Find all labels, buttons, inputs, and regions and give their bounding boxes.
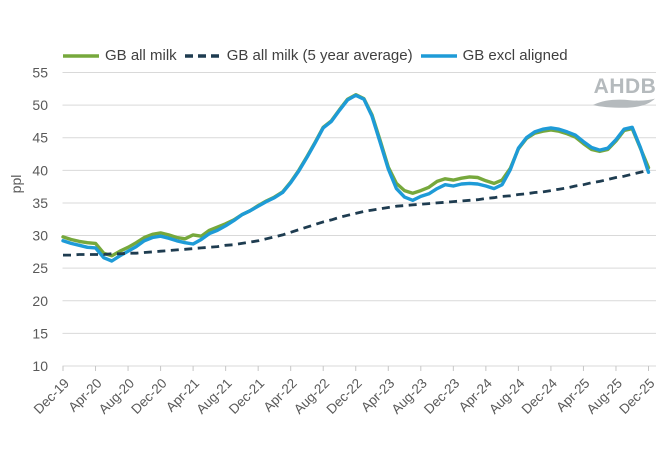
y-tick-label: 10 bbox=[32, 358, 48, 374]
chart-legend: GB all milk GB all milk (5 year average) G… bbox=[62, 47, 568, 64]
x-tick-label: Dec-20 bbox=[128, 376, 169, 417]
y-tick-label: 25 bbox=[32, 260, 48, 276]
y-tick-label: 30 bbox=[32, 228, 48, 244]
y-tick-label: 35 bbox=[32, 195, 48, 211]
legend-swatch-gb-all-milk bbox=[63, 53, 99, 58]
series-line-gb-all-milk bbox=[61, 92, 651, 258]
y-axis-title: ppl bbox=[8, 174, 24, 194]
ahdb-logo-swoosh-icon bbox=[593, 98, 655, 108]
x-tick-label: Aug-23 bbox=[389, 376, 430, 417]
x-tick-label: Dec-25 bbox=[616, 376, 657, 417]
x-tick-label: Dec-19 bbox=[31, 376, 72, 417]
x-tick-label: Aug-25 bbox=[584, 376, 625, 417]
x-tick-label: Aug-20 bbox=[96, 376, 137, 417]
x-tick-label: Dec-23 bbox=[421, 376, 462, 417]
ahdb-logo-text: AHDB bbox=[593, 75, 657, 98]
x-tick-label: Dec-22 bbox=[323, 376, 364, 417]
series-line-gb-all-milk-5-year-average bbox=[63, 168, 649, 257]
x-tick-label: Aug-21 bbox=[193, 376, 234, 417]
y-tick-label: 45 bbox=[32, 130, 48, 146]
legend-label: GB all milk bbox=[105, 47, 177, 64]
legend-item-gb-all-milk: GB all milk bbox=[62, 47, 177, 64]
x-tick-label: Dec-21 bbox=[226, 376, 267, 417]
x-tick-label: Dec-24 bbox=[519, 375, 561, 417]
legend-label: GB all milk (5 year average) bbox=[226, 47, 413, 64]
legend-item-gb-excl-aligned: GB excl aligned bbox=[420, 47, 568, 64]
ahdb-watermark: AHDB bbox=[592, 76, 658, 109]
x-tick-label: Aug-22 bbox=[291, 376, 332, 417]
y-tick-label: 50 bbox=[32, 97, 48, 113]
legend-item-gb-all-milk-5-year-average: GB all milk (5 year average) bbox=[184, 47, 413, 64]
y-tick-label: 55 bbox=[32, 65, 48, 81]
x-tick-label: Aug-24 bbox=[486, 375, 528, 417]
y-tick-label: 20 bbox=[32, 293, 48, 309]
legend-swatch-gb-all-milk-5-year-average bbox=[184, 53, 221, 58]
series-line-gb-excl-aligned bbox=[61, 93, 651, 263]
y-tick-label: 40 bbox=[32, 162, 48, 178]
y-tick-label: 15 bbox=[32, 325, 48, 341]
legend-swatch-gb-excl-aligned bbox=[420, 53, 457, 58]
legend-label: GB excl aligned bbox=[462, 47, 568, 64]
